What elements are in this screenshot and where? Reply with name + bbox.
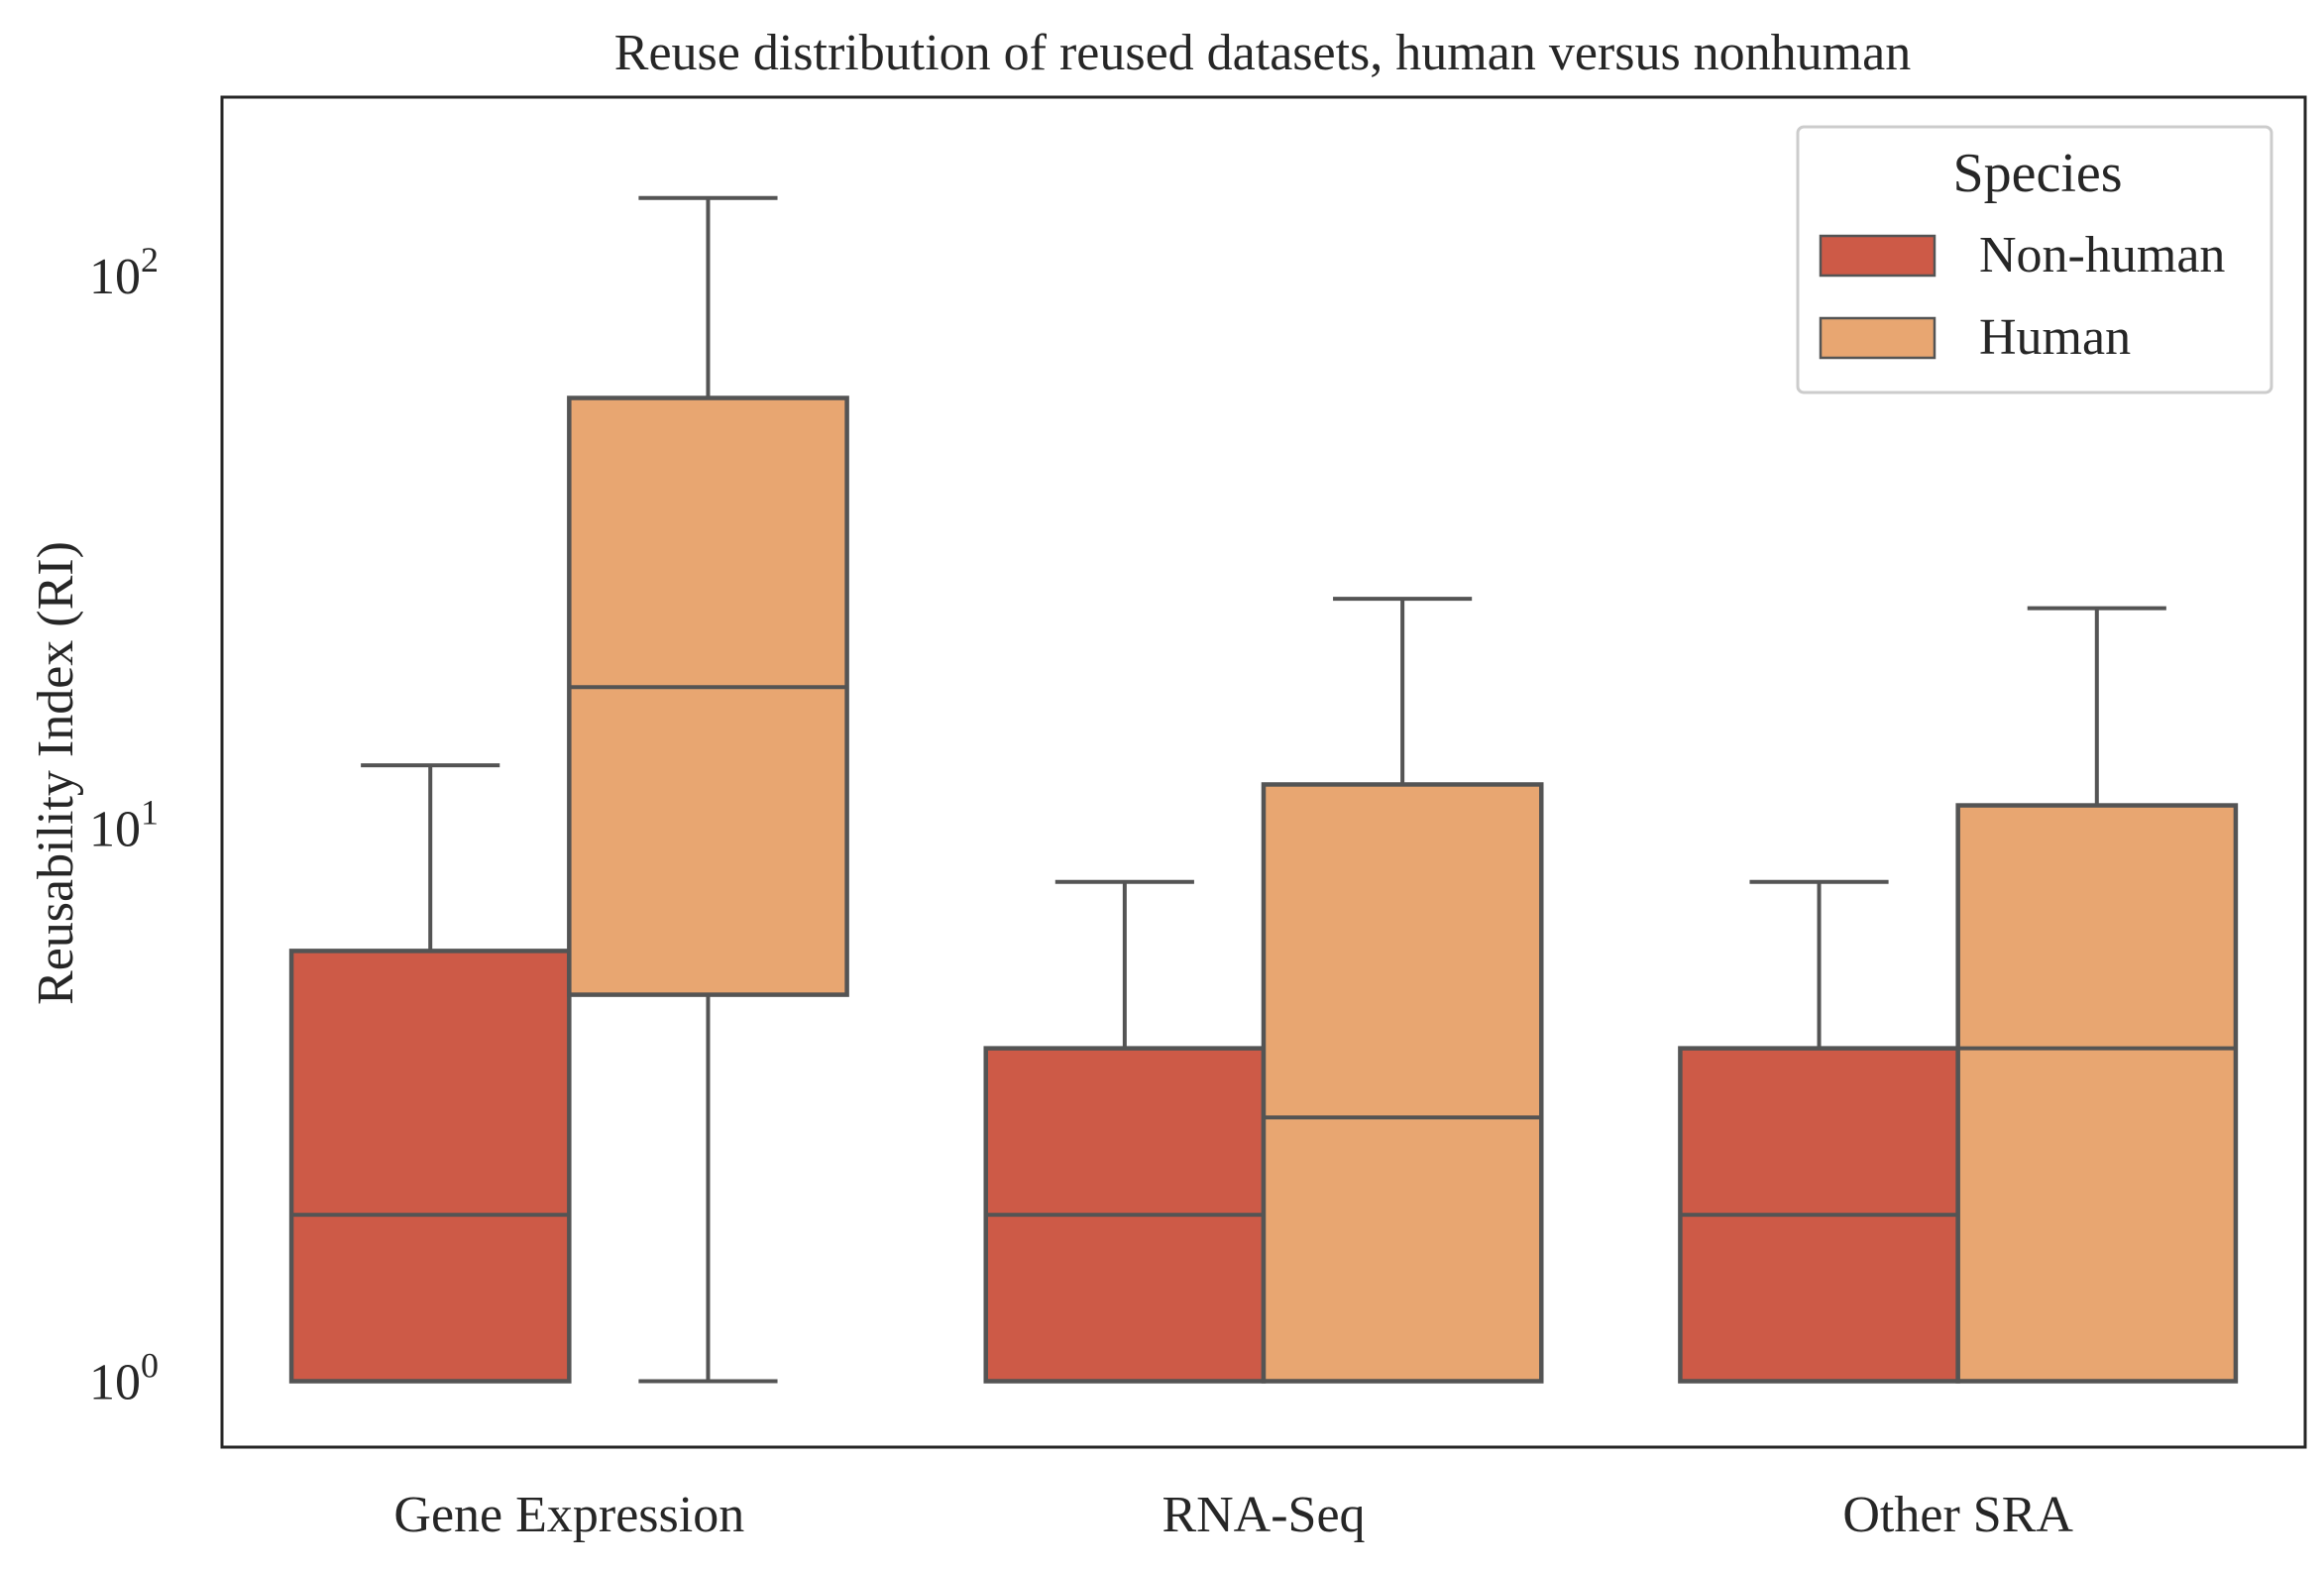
box-human-0	[567, 195, 849, 1384]
box-non-human-2	[1678, 879, 1960, 1384]
plot-frame	[220, 95, 2307, 1449]
chart-title: Reuse distribution of reused datasets, h…	[614, 25, 1911, 81]
x-tick-label: Other SRA	[1842, 1487, 2073, 1543]
box-body	[1955, 803, 2239, 1384]
legend-label-human: Human	[1979, 309, 2131, 366]
legend-swatch-non-human	[1819, 234, 1937, 278]
y-tick-label: 102	[89, 240, 159, 305]
box-non-human-1	[983, 879, 1267, 1384]
y-axis-label: Reusability Index (RI)	[28, 541, 84, 1005]
box-body	[567, 395, 849, 997]
box-non-human-0	[288, 763, 572, 1384]
y-tick-label: 101	[89, 793, 159, 858]
legend-title: Species	[1952, 143, 2122, 204]
legend-label-non-human: Non-human	[1979, 227, 2225, 283]
y-tick-label: 100	[89, 1346, 159, 1411]
box-human-1	[1261, 597, 1544, 1384]
x-tick-label: RNA-Seq	[1162, 1487, 1365, 1543]
legend-swatch-human	[1819, 316, 1937, 360]
box-body	[1261, 782, 1544, 1384]
axes: Gene Expression RNA-Seq Other SRA 100 101 102	[89, 240, 2073, 1543]
box-human-2	[1955, 606, 2239, 1384]
box-body	[288, 949, 572, 1384]
legend: Species Non-human Human	[1796, 125, 2273, 394]
x-tick-label: Gene Expression	[393, 1487, 744, 1543]
plot-marks	[288, 195, 2239, 1384]
